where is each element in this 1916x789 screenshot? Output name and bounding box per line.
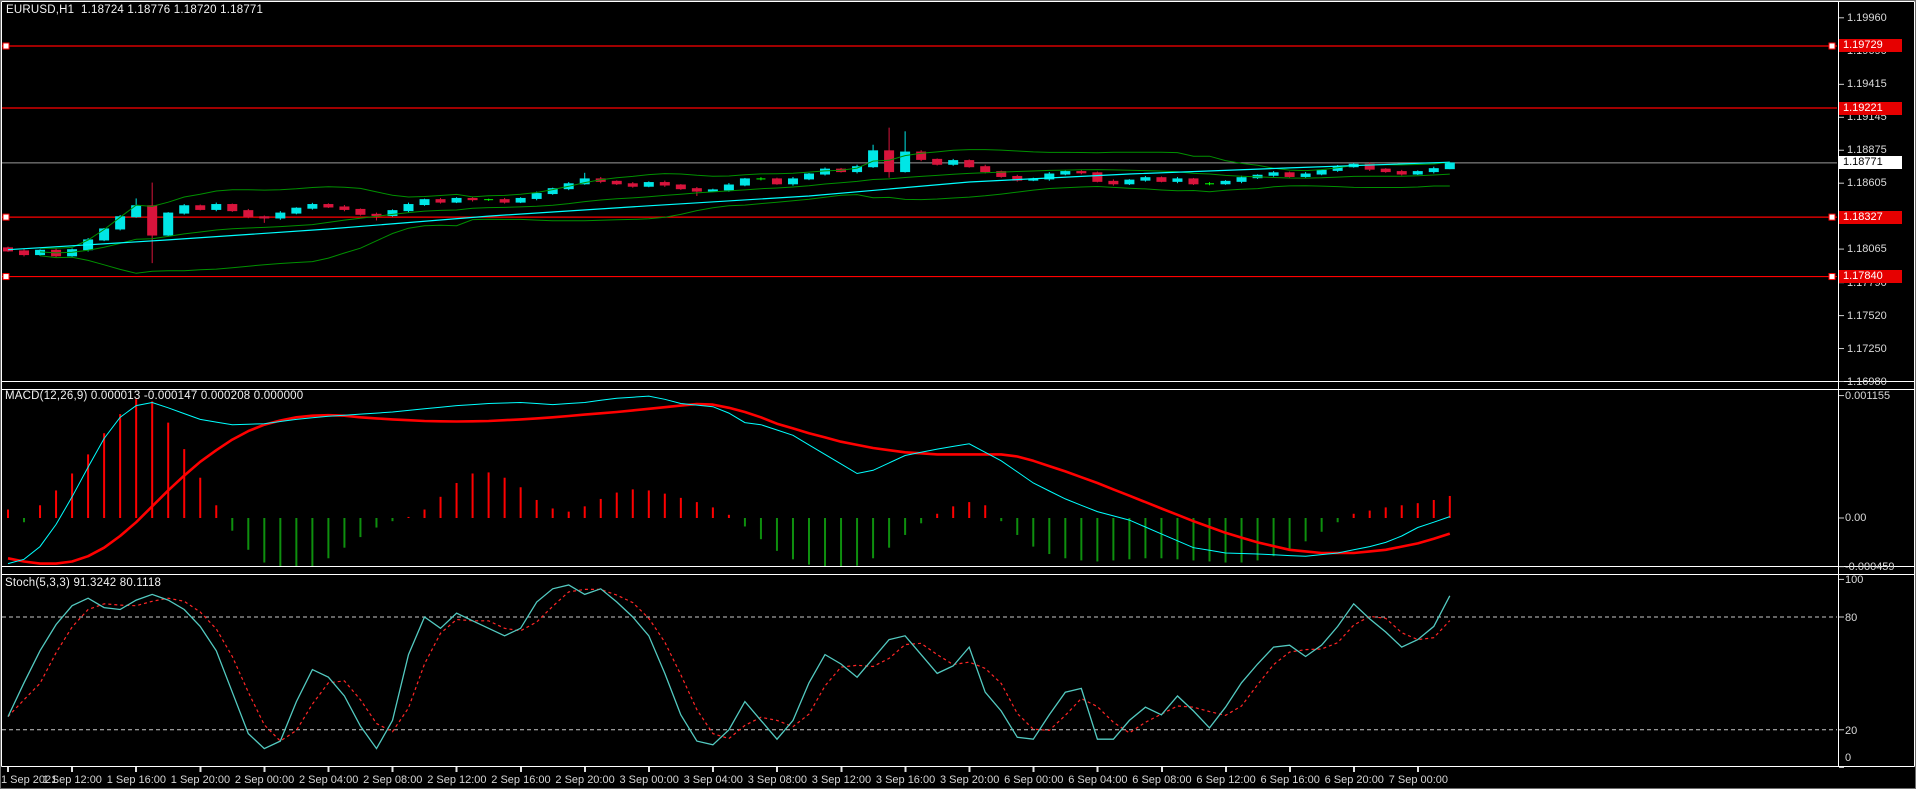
time-axis-label-2 Sep 12:00: 2 Sep 12:00 <box>427 774 487 786</box>
time-axis-label-2 Sep 08:00: 2 Sep 08:00 <box>363 774 423 786</box>
time-axis-label-1 Sep 20:00: 1 Sep 20:00 <box>170 774 231 786</box>
price-axis-tick-1.18605: 1.18605 <box>1847 177 1887 190</box>
hline-end-marker[interactable] <box>1828 213 1836 221</box>
stoch-main-line <box>7 584 1451 750</box>
hline-price-badge-2[interactable]: 1.19221 <box>1839 101 1902 115</box>
stoch-axis-tick-80: 80 <box>1845 612 1858 624</box>
hline-price-badge-1[interactable]: 1.19729 <box>1839 39 1902 53</box>
stoch-axis-tick-20: 20 <box>1845 724 1858 737</box>
time-axis-label-6 Sep 16:00: 6 Sep 16:00 <box>1260 774 1320 786</box>
time-axis-label-1 Sep 16:00: 1 Sep 16:00 <box>106 774 167 786</box>
bollinger-middle-line <box>39 169 1450 254</box>
time-axis-label-3 Sep 20:00: 3 Sep 20:00 <box>940 774 1000 786</box>
price-axis-tick-1.19415: 1.19415 <box>1847 78 1887 91</box>
macd-pane <box>7 395 1451 566</box>
time-axis-label-2 Sep 00:00: 2 Sep 00:00 <box>234 774 295 786</box>
time-axis-label-6 Sep 12:00: 6 Sep 12:00 <box>1196 774 1256 786</box>
time-axis-label-1 Sep 2021: 1 Sep 2021 <box>1 774 58 786</box>
price-axis-tick-1.18875: 1.18875 <box>1847 144 1887 157</box>
time-axis-label-6 Sep 04:00: 6 Sep 04:00 <box>1068 774 1128 786</box>
time-axis-label-6 Sep 08:00: 6 Sep 08:00 <box>1132 774 1192 786</box>
hline-end-marker[interactable] <box>1828 273 1836 281</box>
time-axis-label-6 Sep 00:00: 6 Sep 00:00 <box>1004 774 1064 786</box>
price-axis-tick-1.17250: 1.17250 <box>1847 342 1887 355</box>
price-axis-tick-1.17520: 1.17520 <box>1847 309 1887 322</box>
hline-end-marker[interactable] <box>2 273 10 281</box>
time-axis-label-3 Sep 00:00: 3 Sep 00:00 <box>619 774 679 786</box>
macd-axis-tick-0.00: 0.00 <box>1845 512 1867 524</box>
time-axis-label-3 Sep 12:00: 3 Sep 12:00 <box>811 774 872 786</box>
time-axis-label-2 Sep 20:00: 2 Sep 20:00 <box>555 774 615 786</box>
stoch-axis-tick-100: 100 <box>1845 574 1864 587</box>
hline-end-marker[interactable] <box>2 42 10 50</box>
stoch-axis-tick-0: 0 <box>1845 752 1852 764</box>
macd-axis-tick-0.001155: 0.001155 <box>1845 389 1891 402</box>
price-axis-tick-1.18065: 1.18065 <box>1847 243 1887 256</box>
main-chart-title: EURUSD,H1 1.18724 1.18776 1.18720 1.1877… <box>6 4 264 16</box>
hline-price-badge-3[interactable]: 1.18327 <box>1839 210 1902 224</box>
time-axis-label-3 Sep 16:00: 3 Sep 16:00 <box>875 774 936 786</box>
time-axis-label-6 Sep 20:00: 6 Sep 20:00 <box>1324 774 1384 786</box>
candles[interactable] <box>3 127 1455 264</box>
hline-end-marker[interactable] <box>2 213 10 221</box>
slow-ma-line <box>7 161 1450 251</box>
time-axis-label-1 Sep 12:00: 1 Sep 12:00 <box>42 774 102 786</box>
macd-axis-tick--0.000459: -0.000459 <box>1845 560 1895 573</box>
time-axis-label-7 Sep 00:00: 7 Sep 00:00 <box>1388 774 1449 786</box>
macd-main-line <box>7 395 1450 565</box>
time-axis-label-2 Sep 04:00: 2 Sep 04:00 <box>299 774 359 786</box>
macd-signal-line <box>7 402 1451 565</box>
stochastic-pane <box>2 584 1837 750</box>
time-axis-label-3 Sep 04:00: 3 Sep 04:00 <box>683 774 743 786</box>
hline-price-badge-4[interactable]: 1.17840 <box>1839 270 1902 284</box>
hline-end-marker[interactable] <box>1828 42 1836 50</box>
macd-indicator-title: MACD(12,26,9) 0.000013 -0.000147 0.00020… <box>5 390 304 402</box>
price-axis-tick-1.16980: 1.16980 <box>1847 375 1887 388</box>
price-axis-tick-1.19960: 1.19960 <box>1847 11 1887 24</box>
bollinger-upper-line <box>40 149 1450 249</box>
time-axis-label-2 Sep 16:00: 2 Sep 16:00 <box>491 774 551 786</box>
time-axis-label-3 Sep 08:00: 3 Sep 08:00 <box>747 774 808 786</box>
main-chart-pane <box>2 42 1837 281</box>
bollinger-lower-line <box>39 185 1450 274</box>
stoch-signal-line <box>7 588 1451 742</box>
bid-price-badge: 1.18771 <box>1839 156 1902 170</box>
stochastic-indicator-title: Stoch(5,3,3) 91.3242 80.1118 <box>5 577 162 589</box>
